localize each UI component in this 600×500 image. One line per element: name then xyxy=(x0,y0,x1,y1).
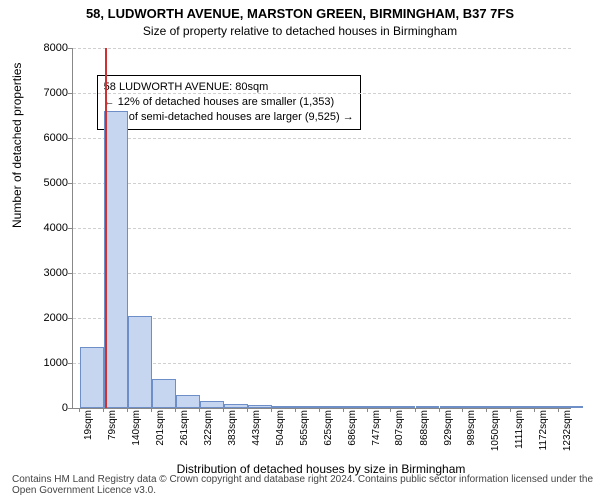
x-tick-label: 322sqm xyxy=(203,410,214,446)
y-tick-label: 4000 xyxy=(40,222,68,234)
y-tick-label: 0 xyxy=(40,402,68,414)
histogram-bar xyxy=(344,406,368,408)
y-tick-mark xyxy=(68,363,72,364)
y-tick-mark xyxy=(68,48,72,49)
x-tick-mark xyxy=(295,408,296,412)
x-tick-label: 686sqm xyxy=(347,410,358,446)
info-box: 58 LUDWORTH AVENUE: 80sqm ← 12% of detac… xyxy=(97,75,361,130)
histogram-bar xyxy=(152,379,176,408)
histogram-bar xyxy=(128,316,152,408)
footer-text: Contains HM Land Registry data © Crown c… xyxy=(12,474,600,496)
x-tick-mark xyxy=(151,408,152,412)
histogram-bar xyxy=(224,404,248,408)
x-tick-label: 79sqm xyxy=(107,410,118,440)
y-tick-label: 8000 xyxy=(40,42,68,54)
y-tick-label: 5000 xyxy=(40,177,68,189)
x-tick-label: 868sqm xyxy=(419,410,430,446)
histogram-bar xyxy=(416,406,440,408)
x-tick-mark xyxy=(271,408,272,412)
gridline xyxy=(73,273,571,274)
gridline xyxy=(73,93,571,94)
marker-line xyxy=(105,48,107,408)
histogram-bar xyxy=(248,405,272,408)
histogram-bar xyxy=(487,406,511,408)
x-tick-mark xyxy=(462,408,463,412)
y-tick-mark xyxy=(68,318,72,319)
gridline xyxy=(73,228,571,229)
x-tick-mark xyxy=(343,408,344,412)
x-tick-label: 807sqm xyxy=(394,410,405,446)
histogram-bar xyxy=(296,406,320,408)
x-tick-mark xyxy=(247,408,248,412)
y-tick-mark xyxy=(68,93,72,94)
x-tick-mark xyxy=(510,408,511,412)
x-tick-mark xyxy=(415,408,416,412)
plot-area: 58 LUDWORTH AVENUE: 80sqm ← 12% of detac… xyxy=(72,48,571,409)
x-tick-label: 747sqm xyxy=(371,410,382,446)
x-tick-mark xyxy=(223,408,224,412)
x-tick-label: 1050sqm xyxy=(490,410,501,451)
chart-title: 58, LUDWORTH AVENUE, MARSTON GREEN, BIRM… xyxy=(0,6,600,21)
x-tick-mark xyxy=(127,408,128,412)
y-axis-label: Number of detached properties xyxy=(10,63,24,228)
y-tick-mark xyxy=(68,408,72,409)
x-tick-label: 565sqm xyxy=(299,410,310,446)
x-tick-mark xyxy=(175,408,176,412)
histogram-bar xyxy=(104,111,128,408)
x-tick-label: 383sqm xyxy=(227,410,238,446)
histogram-bar xyxy=(535,406,559,408)
x-tick-mark xyxy=(367,408,368,412)
y-tick-mark xyxy=(68,183,72,184)
y-tick-mark xyxy=(68,138,72,139)
histogram-bar xyxy=(391,406,415,408)
x-tick-label: 201sqm xyxy=(155,410,166,446)
chart-subtitle: Size of property relative to detached ho… xyxy=(0,24,600,38)
x-tick-mark xyxy=(390,408,391,412)
x-tick-mark xyxy=(558,408,559,412)
histogram-bar xyxy=(200,401,224,408)
x-tick-label: 989sqm xyxy=(466,410,477,446)
x-tick-label: 625sqm xyxy=(323,410,334,446)
gridline xyxy=(73,183,571,184)
histogram-bar xyxy=(463,406,487,408)
x-tick-mark xyxy=(103,408,104,412)
x-tick-label: 1111sqm xyxy=(514,410,525,449)
histogram-bar xyxy=(272,406,296,408)
x-tick-label: 929sqm xyxy=(443,410,454,446)
chart-container: { "chart": { "type": "histogram", "title… xyxy=(0,0,600,500)
y-tick-label: 7000 xyxy=(40,87,68,99)
x-tick-mark xyxy=(319,408,320,412)
histogram-bar xyxy=(80,347,104,408)
histogram-bar xyxy=(440,406,464,408)
histogram-bar xyxy=(368,406,392,408)
x-tick-mark xyxy=(79,408,80,412)
y-tick-mark xyxy=(68,273,72,274)
info-line-2: ← 12% of detached houses are smaller (1,… xyxy=(104,95,354,110)
x-tick-label: 443sqm xyxy=(251,410,262,446)
x-tick-label: 1232sqm xyxy=(562,410,573,451)
y-tick-mark xyxy=(68,228,72,229)
y-tick-label: 1000 xyxy=(40,357,68,369)
info-line-3: 88% of semi-detached houses are larger (… xyxy=(104,110,354,125)
gridline xyxy=(73,138,571,139)
x-tick-label: 1172sqm xyxy=(538,410,549,450)
y-tick-label: 3000 xyxy=(40,267,68,279)
gridline xyxy=(73,48,571,49)
histogram-bar xyxy=(559,406,583,408)
histogram-bar xyxy=(511,406,535,408)
y-tick-label: 6000 xyxy=(40,132,68,144)
x-tick-label: 19sqm xyxy=(83,410,94,440)
histogram-bar xyxy=(320,406,344,408)
x-tick-label: 261sqm xyxy=(179,410,190,446)
histogram-bar xyxy=(176,395,200,408)
x-tick-label: 140sqm xyxy=(131,410,142,446)
x-tick-mark xyxy=(199,408,200,412)
x-tick-mark xyxy=(486,408,487,412)
x-tick-mark xyxy=(439,408,440,412)
x-tick-label: 504sqm xyxy=(275,410,286,446)
y-tick-label: 2000 xyxy=(40,312,68,324)
x-tick-mark xyxy=(534,408,535,412)
